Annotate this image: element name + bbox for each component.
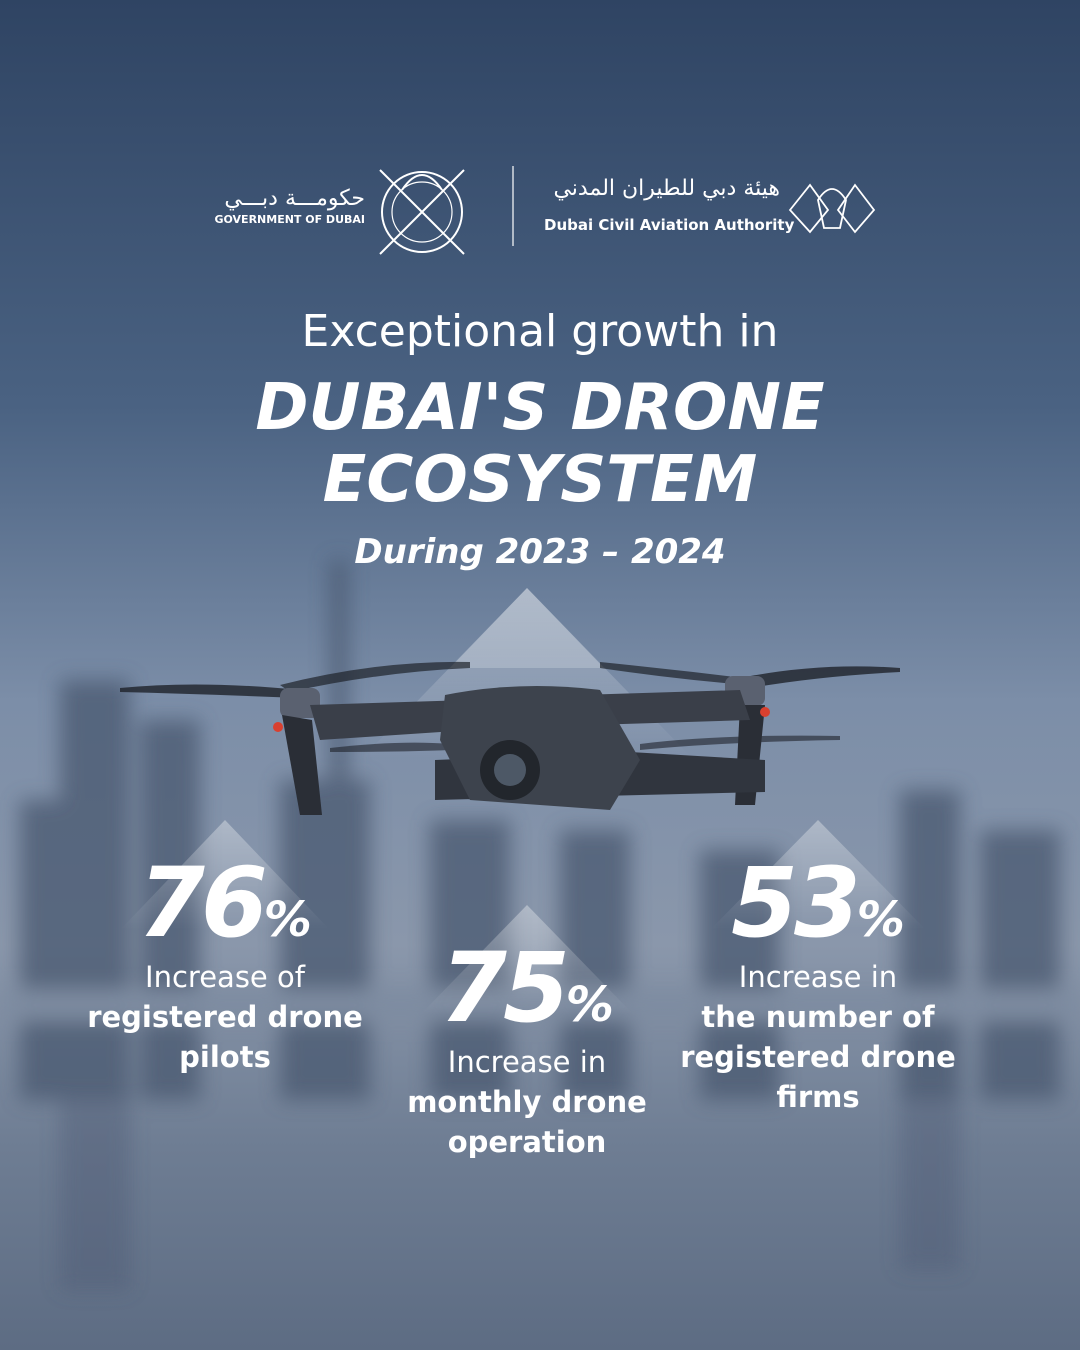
stat-label-line: Increase of xyxy=(145,960,305,994)
stat-label-line: operation xyxy=(447,1125,607,1159)
stat-label-line: Increase in xyxy=(447,1045,607,1079)
stat-label-line: Increase in xyxy=(738,960,898,994)
heading-title-line: ECOSYSTEM xyxy=(322,443,758,517)
stat: 76% Increase of registered drone pilots xyxy=(45,855,405,1077)
government-arabic: حكومـــة دبـــي xyxy=(224,186,365,211)
authority-emblem xyxy=(788,183,876,234)
stat-unit: % xyxy=(263,892,312,948)
heading-period: During 2023 – 2024 xyxy=(354,532,726,572)
stat-label-line: registered drone xyxy=(680,1040,956,1074)
stat: 53% Increase in the number of registered dr… xyxy=(638,855,998,1117)
government-english: GOVERNMENT OF DUBAI xyxy=(214,213,365,226)
stat-label: Increase in monthly drone operation xyxy=(347,1042,707,1162)
stat-value: 76% xyxy=(45,855,405,951)
stat-unit: % xyxy=(856,892,905,948)
authority-english: Dubai Civil Aviation Authority xyxy=(544,216,795,234)
stat-number: 76 xyxy=(138,847,268,959)
stat: 75% Increase in monthly drone operation xyxy=(347,940,707,1162)
stat-label-line: monthly drone xyxy=(407,1085,647,1119)
stat-label-line: the number of xyxy=(701,1000,935,1034)
heading-title-line: DUBAI'S DRONE xyxy=(255,371,825,445)
stat-label: Increase in the number of registered drone… xyxy=(638,957,998,1117)
stat-number: 53 xyxy=(731,847,861,959)
drone xyxy=(120,661,900,815)
stat-label-line: pilots xyxy=(179,1040,271,1074)
stat-unit: % xyxy=(565,977,614,1033)
stat-value: 75% xyxy=(347,940,707,1036)
stat-label-line: registered drone xyxy=(87,1000,363,1034)
stat-value: 53% xyxy=(638,855,998,951)
heading-title: DUBAI'S DRONE ECOSYSTEM xyxy=(0,372,1080,516)
government-emblem xyxy=(379,169,465,255)
stat-label: Increase of registered drone pilots xyxy=(45,957,405,1077)
stat-label-line: firms xyxy=(776,1080,860,1114)
stat-number: 75 xyxy=(440,932,570,1044)
heading-intro: Exceptional growth in xyxy=(301,306,779,357)
authority-arabic: هيئة دبي للطيران المدني xyxy=(553,176,780,201)
